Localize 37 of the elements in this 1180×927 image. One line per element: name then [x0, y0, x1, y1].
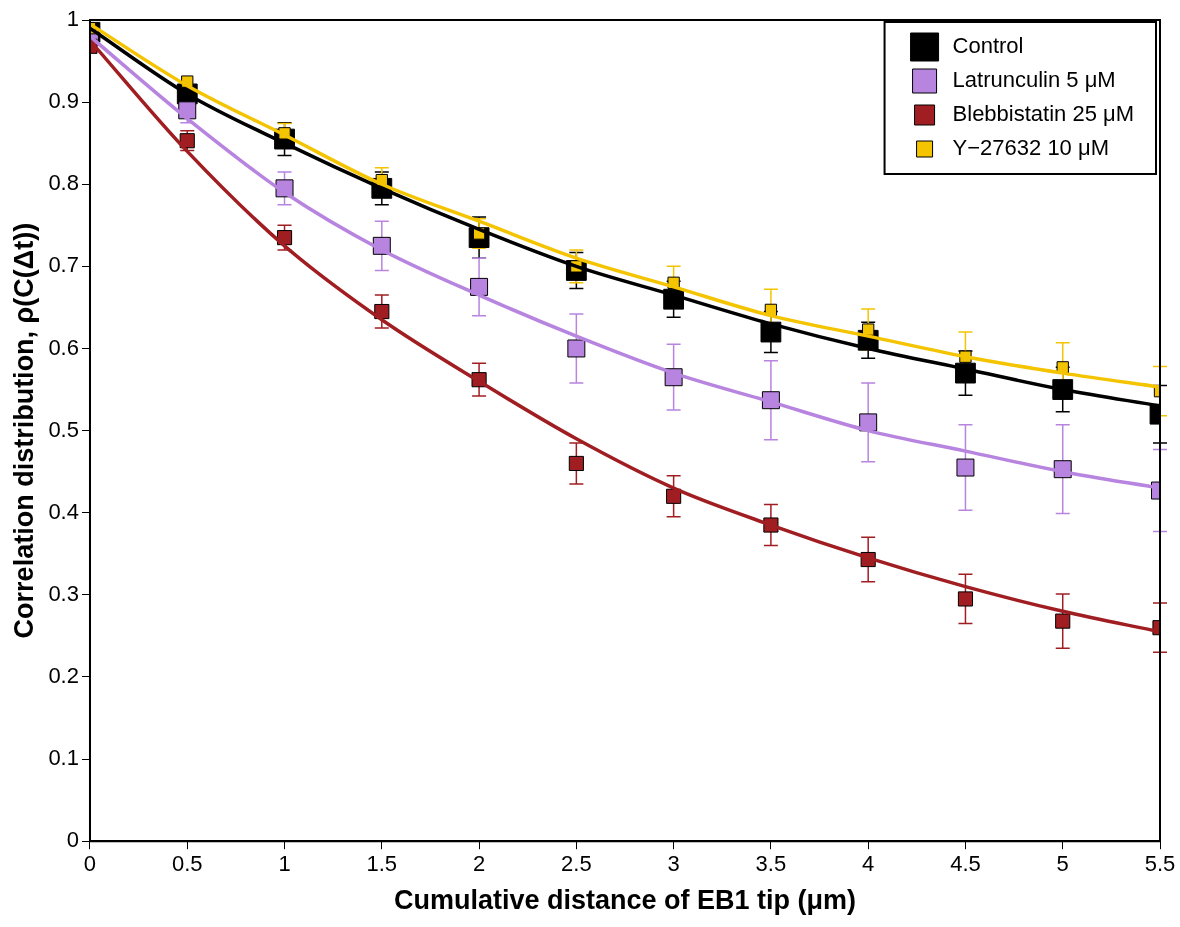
y-tick-label: 0.7 — [48, 252, 79, 278]
y-tick-label: 0.5 — [48, 416, 79, 442]
point — [568, 455, 584, 472]
x-tick-label: 4.5 — [950, 851, 981, 877]
x-tick-label: 3 — [667, 851, 680, 877]
point — [957, 591, 974, 607]
point — [567, 339, 586, 358]
point — [666, 488, 682, 504]
y-tick-label: 0.9 — [48, 88, 79, 114]
x-tick-label: 4 — [862, 851, 875, 877]
legend-label: Y−27632 10 μM — [952, 135, 1109, 161]
point — [859, 413, 878, 432]
x-tick-label: 0.5 — [171, 851, 203, 877]
x-tick-label: 5 — [1056, 851, 1069, 877]
point — [1055, 613, 1071, 629]
x-tick-label: 1.5 — [366, 851, 398, 877]
x-tick-label: 1 — [278, 851, 291, 877]
legend-label: Latrunculin 5 μM — [952, 67, 1116, 93]
x-tick-label: 2.5 — [561, 851, 592, 877]
x-tick-label: 5.5 — [1144, 851, 1176, 877]
y-tick-label: 0 — [66, 827, 79, 853]
y-axis-title: Correlation distribution, ρ(C(Δt)) — [8, 222, 39, 639]
x-axis-title: Cumulative distance of EB1 tip (μm) — [393, 885, 857, 916]
y-tick-label: 0.1 — [48, 745, 79, 771]
point — [374, 303, 390, 320]
legend-label: Control — [952, 33, 1024, 59]
y-tick-label: 1 — [66, 6, 79, 32]
x-tick-label: 2 — [472, 851, 486, 877]
y-tick-label: 0.2 — [48, 663, 79, 689]
y-tick-label: 0.4 — [48, 498, 79, 524]
y-tick-label: 0.8 — [48, 170, 79, 196]
legend-label: Blebbistatin 25 μM — [952, 101, 1134, 127]
point — [956, 458, 975, 477]
x-tick-label: 0 — [83, 851, 97, 877]
x-tick-label: 3.5 — [755, 851, 787, 877]
y-tick-label: 0.6 — [48, 334, 79, 360]
y-tick-label: 0.3 — [48, 580, 79, 606]
